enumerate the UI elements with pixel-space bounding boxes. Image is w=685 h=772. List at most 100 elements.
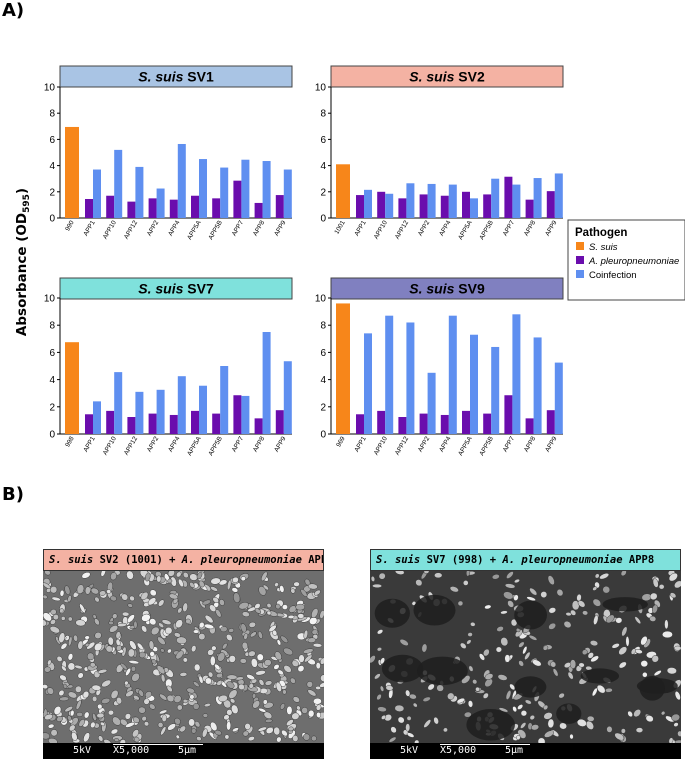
chart-1-xlabel: APP10: [102, 219, 118, 240]
chart-3-bar-coinf-APP10: [114, 372, 123, 434]
chart-1-xlabel: APP5B: [207, 220, 224, 242]
chart-4-bar-app-APP1: [356, 414, 364, 434]
legend-swatch-2: [576, 256, 584, 264]
chart-4-bar-app-APP4: [440, 414, 449, 434]
chart-4-bar-app-APP7: [504, 395, 513, 434]
chart-1-ytick-label: 0: [49, 214, 55, 225]
chart-4-title: S. suis SV9: [409, 281, 485, 297]
chart-2-ytick-label: 8: [320, 109, 326, 120]
chart-2-bar-app-APP5A: [462, 191, 470, 218]
chart-1-title: S. suis SV1: [138, 69, 214, 85]
sem-databar-1: 5kV X5,000 5μm: [43, 743, 324, 759]
chart-3-xlabel-ssuis: 998: [64, 435, 76, 448]
sem-kv-2: 5kV: [400, 745, 419, 756]
sem-title-2: S. suis SV7 (998) + A. pleuropneumoniae …: [370, 549, 681, 571]
chart-4-bar-app-APP2: [419, 413, 428, 434]
sem-title-1: S. suis SV2 (1001) + A. pleuropneumoniae…: [43, 549, 324, 571]
chart-4: S. suis SV9 0 2 4 6 8 10 969 APP1 APP10 APP12 APP2 A…: [315, 277, 564, 458]
chart-1-bar-app-APP7: [233, 180, 242, 218]
y-axis-title-close: ): [14, 188, 30, 194]
sem-databar-2: 5kV X5,000 5μm: [370, 743, 681, 759]
chart-4-ytick-label: 10: [315, 294, 327, 305]
chart-4-xlabel: APP10: [373, 435, 389, 456]
sem-title-1-end: APP9: [308, 554, 323, 566]
chart-3-ytick-label: 6: [49, 348, 55, 359]
chart-3-bar-coinf-APP5A: [199, 385, 207, 434]
bar-charts: Absorbance (OD595) Pathogen S. suis A. pl…: [14, 65, 685, 458]
chart-1-bar-app-APP12: [127, 201, 136, 218]
chart-3-title-bg: [59, 277, 293, 300]
sem-mag-2: X5,000: [440, 745, 477, 756]
chart-2-bar-coinf-APP5B: [491, 178, 500, 218]
chart-2-xlabel-ssuis: 1001: [333, 219, 346, 235]
chart-1-bar-coinf-APP9: [283, 169, 292, 218]
chart-4-xlabel: APP1: [353, 435, 368, 453]
chart-3-bar-coinf-APP1: [93, 401, 101, 434]
legend: Pathogen S. suis A. pleuropneumoniae Coinf…: [567, 219, 685, 301]
chart-4-bar-coinf-APP4: [448, 315, 457, 434]
chart-2-bar-app-APP1: [356, 195, 364, 218]
chart-2-ytick-label: 0: [320, 214, 326, 225]
chart-3-bar-coinf-APP5B: [220, 366, 229, 434]
chart-3-xlabel: APP5A: [186, 435, 203, 457]
chart-4-bar-app-APP8: [525, 418, 534, 434]
chart-2-ytick-label: 10: [315, 83, 327, 94]
chart-1-bar-app-APP1: [85, 199, 93, 218]
sem-title-1-mid: SV2 (1001) +: [93, 554, 182, 566]
chart-1-ytick-label: 8: [49, 109, 55, 120]
chart-1-xlabel: APP2: [146, 219, 161, 237]
chart-2-bar-coinf-APP5A: [470, 198, 478, 218]
chart-4-bar-coinf-APP7: [512, 314, 521, 434]
chart-2-ytick-label: 2: [320, 187, 326, 198]
chart-1-bar-app-APP9: [275, 195, 284, 218]
chart-1-ytick-label: 4: [49, 161, 55, 172]
panel-b-label: B): [2, 484, 24, 505]
chart-4-ytick-label: 2: [320, 402, 326, 413]
chart-1-xlabel: APP1: [82, 219, 97, 237]
chart-2-bar-app-APP5B: [483, 194, 492, 218]
chart-3-bar-ssuis: [65, 342, 79, 434]
chart-2-xlabel: APP5B: [478, 220, 495, 242]
chart-1-bar-app-APP10: [106, 195, 115, 218]
chart-3-xlabel: APP4: [167, 435, 182, 453]
chart-4-bar-coinf-APP8: [533, 337, 542, 434]
chart-1-bar-coinf-APP5A: [199, 159, 207, 218]
chart-3-ytick-label: 10: [44, 294, 56, 305]
chart-3-bar-app-APP5B: [212, 413, 221, 434]
chart-4-xlabel: APP12: [394, 435, 410, 456]
chart-3-bar-app-APP1: [85, 414, 93, 434]
chart-3-ytick-label: 0: [49, 430, 55, 441]
chart-2-bar-app-APP4: [440, 195, 449, 218]
chart-2-xlabel: APP2: [417, 219, 432, 237]
chart-4-xlabel: APP5B: [478, 436, 495, 458]
sem-kv-1: 5kV: [73, 745, 92, 756]
chart-4-title-bg: [330, 277, 564, 300]
chart-1-bar-app-APP5B: [212, 198, 221, 218]
chart-2-bar-app-APP12: [398, 198, 407, 218]
sem-title-1-italic2: A. pleuropneumoniae: [181, 554, 302, 566]
chart-4-xlabel: APP4: [438, 435, 453, 453]
chart-2-bar-coinf-APP2: [427, 183, 436, 218]
chart-3-xlabel: APP1: [82, 435, 97, 453]
y-axis-title-sub: 595: [22, 194, 32, 213]
chart-2-bar-coinf-APP8: [533, 178, 542, 218]
chart-3: S. suis SV7 0 2 4 6 8 10 998 APP1 APP10 APP12 APP2 A…: [44, 277, 293, 457]
chart-3-bar-app-APP9: [275, 410, 284, 434]
chart-4-ytick-label: 0: [320, 430, 326, 441]
chart-3-bar-app-APP5A: [191, 410, 199, 434]
chart-4-bar-coinf-APP9: [554, 362, 563, 434]
chart-4-bar-app-APP5A: [462, 410, 470, 434]
chart-4-ytick-label: 4: [320, 375, 326, 386]
sem-mag-1: X5,000: [113, 745, 150, 756]
chart-3-bar-coinf-APP12: [135, 391, 144, 434]
chart-2-xlabel: APP7: [502, 219, 517, 237]
chart-4-bar-coinf-APP2: [427, 372, 436, 434]
chart-4-ytick-label: 8: [320, 321, 326, 332]
chart-4-xlabel: APP2: [417, 435, 432, 453]
chart-1-ytick-label: 2: [49, 187, 55, 198]
chart-1-bar-coinf-APP12: [135, 166, 144, 218]
chart-1-ytick-label: 6: [49, 135, 55, 146]
chart-2-bar-coinf-APP4: [448, 184, 457, 218]
chart-1-bar-app-APP8: [254, 202, 263, 218]
chart-3-bar-coinf-APP2: [156, 389, 165, 434]
